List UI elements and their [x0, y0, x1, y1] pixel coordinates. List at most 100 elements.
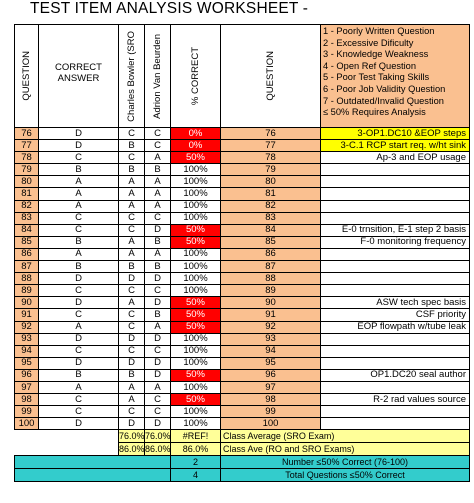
analysis-comment: 3-OP1.DC10 &EOP steps: [320, 126, 470, 141]
correct-answer: D: [38, 126, 119, 141]
answer-name2: A: [144, 187, 171, 201]
num-low-value: 2: [170, 455, 221, 470]
analysis-comment: [320, 260, 470, 274]
name-header-2: Adrion Van Beurden: [144, 24, 171, 128]
correct-answer: C: [38, 211, 119, 225]
analysis-comment: EOP flowpath w/tube leak: [320, 320, 470, 334]
table-row: 84 C C D 50% 84 E-0 trnsition, E-1 step 2 basi…: [14, 223, 470, 237]
table-row: 79 B B B 100% 79: [14, 163, 470, 177]
answer-name1: A: [118, 296, 145, 310]
analysis-comment: 3-C.1 RCP start req. w/ht sink: [320, 139, 470, 153]
percent-correct: 100%: [170, 344, 221, 358]
answer-name1: C: [118, 284, 145, 298]
answer-name2: D: [144, 356, 171, 370]
total-low-value: 4: [170, 468, 221, 483]
question-number-2: 82: [220, 199, 321, 213]
percent-correct: 100%: [170, 272, 221, 286]
question-number-2: 96: [220, 368, 321, 382]
correct-answer: C: [38, 151, 119, 165]
table-row: 80 A A A 100% 80: [14, 175, 470, 189]
table-row: 86 A A A 100% 86: [14, 247, 470, 262]
table-row: 77 D B C 0% 77 3-C.1 RCP start req. w/ht sink: [14, 139, 470, 153]
answer-name2: C: [144, 126, 171, 141]
analysis-comment: [320, 405, 470, 419]
correct-answer: B: [38, 235, 119, 249]
all-avg-pct: 86.0%: [170, 442, 221, 457]
answer-name2: B: [144, 260, 171, 274]
correct-answer: B: [38, 163, 119, 177]
answer-name2: C: [144, 393, 171, 407]
question-number: 99: [14, 405, 39, 419]
question-number: 93: [14, 332, 39, 346]
answer-name1: C: [118, 151, 145, 165]
table-row: 99 C C C 100% 99: [14, 405, 470, 419]
question-number: 96: [14, 368, 39, 382]
correct-answer: D: [38, 332, 119, 346]
correct-answer: C: [38, 344, 119, 358]
correct-answer-header: CORRECT ANSWER: [38, 24, 119, 128]
sro-avg-pct: #REF!: [170, 429, 221, 444]
question-number: 87: [14, 260, 39, 274]
correct-answer: C: [38, 223, 119, 237]
question-number-2: 94: [220, 344, 321, 358]
analysis-comment: [320, 211, 470, 225]
question-number: 100: [14, 417, 39, 431]
total-low-label: Total Questions ≤50% Correct: [220, 468, 470, 483]
sro-avg-label: Class Average (SRO Exam): [220, 429, 470, 444]
question-number-2: 76: [220, 126, 321, 141]
question-number-2: 79: [220, 163, 321, 177]
correct-answer: C: [38, 284, 119, 298]
percent-correct: 100%: [170, 380, 221, 395]
total-low-row: 4 Total Questions ≤50% Correct: [14, 468, 470, 483]
correct-answer: A: [38, 247, 119, 262]
analysis-comment: [320, 380, 470, 395]
percent-correct: 100%: [170, 260, 221, 274]
legend-item: 5 - Poor Test Taking Skills: [323, 72, 430, 83]
analysis-comment: E-0 trnsition, E-1 step 2 basis: [320, 223, 470, 237]
answer-name2: A: [144, 320, 171, 334]
question-number: 82: [14, 199, 39, 213]
question-header: QUESTION: [14, 24, 39, 128]
answer-name1: B: [118, 260, 145, 274]
percent-correct: 100%: [170, 187, 221, 201]
question-number: 78: [14, 151, 39, 165]
answer-name1: A: [118, 187, 145, 201]
question-number-2: 83: [220, 211, 321, 225]
num-low-row: 2 Number ≤50% Correct (76-100): [14, 455, 470, 470]
analysis-comment: OP1.DC20 seal author: [320, 368, 470, 382]
answer-name1: A: [118, 380, 145, 395]
correct-answer: D: [38, 296, 119, 310]
analysis-comment: [320, 344, 470, 358]
question-number-2: 87: [220, 260, 321, 274]
question-number-2: 84: [220, 223, 321, 237]
answer-name1: D: [118, 417, 145, 431]
table-row: 90 D A D 50% 90 ASW tech spec basis: [14, 296, 470, 310]
question-number: 88: [14, 272, 39, 286]
answer-name1: D: [118, 356, 145, 370]
correct-answer: A: [38, 320, 119, 334]
answer-name1: C: [118, 308, 145, 322]
question-number-2: 81: [220, 187, 321, 201]
correct-answer: C: [38, 308, 119, 322]
table-row: 93 D D D 100% 93: [14, 332, 470, 346]
answer-name2: C: [144, 211, 171, 225]
question-number-2: 86: [220, 247, 321, 262]
percent-correct: 50%: [170, 223, 221, 237]
legend-item: 1 - Poorly Written Question: [323, 26, 435, 36]
percent-correct: 100%: [170, 405, 221, 419]
answer-name2: C: [144, 284, 171, 298]
question-number-2: 78: [220, 151, 321, 165]
answer-name1: A: [118, 175, 145, 189]
question-number-2: 95: [220, 356, 321, 370]
legend-item: 7 - Outdated/Invalid Question: [323, 95, 444, 106]
question-number-2: 85: [220, 235, 321, 249]
percent-correct: 0%: [170, 126, 221, 141]
correct-answer: D: [38, 417, 119, 431]
question-number: 79: [14, 163, 39, 177]
analysis-comment: [320, 199, 470, 213]
answer-name1: B: [118, 163, 145, 177]
percent-correct: 100%: [170, 199, 221, 213]
pct-correct-header: % CORRECT: [170, 24, 221, 128]
table-row: 97 A A A 100% 97: [14, 380, 470, 395]
question-number: 89: [14, 284, 39, 298]
